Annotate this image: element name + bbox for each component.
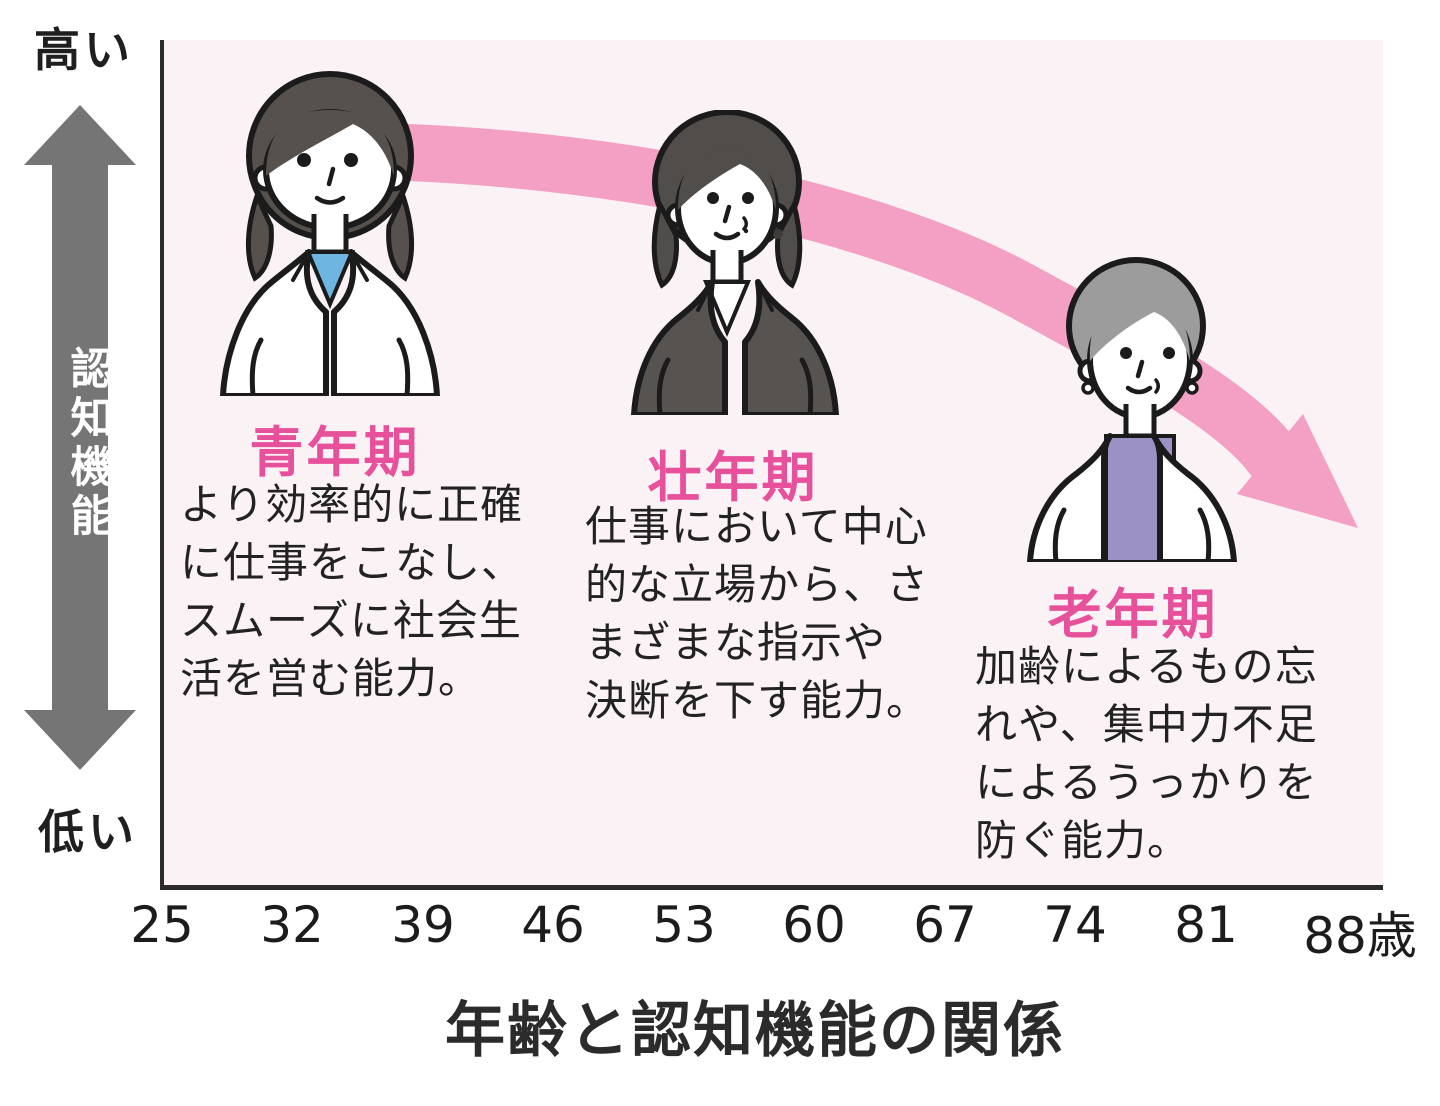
y-axis-low-label: 低い — [38, 805, 138, 859]
stage-heading-ronenki: 老年期 — [1047, 583, 1219, 646]
elderly-woman-figure — [1027, 257, 1237, 562]
x-axis-tick: 53 — [652, 896, 716, 954]
y-axis-high-label: 高い — [34, 23, 134, 77]
x-axis-tick: 39 — [391, 896, 455, 954]
x-axis-tick: 67 — [913, 896, 977, 954]
stage-description-seinenki: より効率的に正確 に仕事をこなし、 スムーズに社会生 活を営む能力。 — [180, 480, 525, 703]
plot-area: 青年期 より効率的に正確 に仕事をこなし、 スムーズに社会生 活を営む能力。 壮… — [160, 40, 1383, 890]
x-axis-tick: 74 — [1043, 896, 1107, 954]
y-axis-title: 認知機能 — [63, 346, 113, 542]
x-axis-tick: 88歳 — [1303, 907, 1417, 965]
stage-description-ronenki: 加齢によるもの忘 れや、集中力不足 によるうっかりを 防ぐ能力。 — [975, 642, 1318, 865]
x-axis-tick: 25 — [130, 896, 194, 954]
x-axis-tick: 32 — [260, 896, 324, 954]
stage-heading-sonenki: 壮年期 — [647, 446, 819, 509]
middle-aged-woman-figure — [631, 110, 839, 415]
stage-heading-seinenki: 青年期 — [249, 421, 421, 484]
x-axis-tick: 60 — [782, 896, 846, 954]
young-adult-woman-figure — [220, 71, 440, 396]
chart-title: 年齢と認知機能の関係 — [445, 996, 1065, 1066]
x-axis-tick: 81 — [1174, 896, 1238, 954]
cognitive-function-axis-arrow-icon — [24, 105, 136, 770]
stage-description-sonenki: 仕事において中心 的な立場から、さ まざまな指示や 決断を下す能力。 — [585, 502, 930, 725]
x-axis-tick: 46 — [521, 896, 585, 954]
